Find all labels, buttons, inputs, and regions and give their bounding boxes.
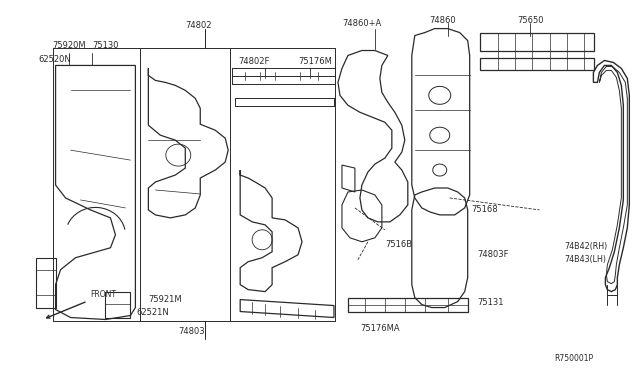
Text: 74803F: 74803F <box>477 250 509 259</box>
Text: 75131: 75131 <box>477 298 504 307</box>
Text: 75168: 75168 <box>472 205 499 214</box>
Text: 62521N: 62521N <box>136 308 169 317</box>
Text: 75176M: 75176M <box>298 58 332 67</box>
Text: 75650: 75650 <box>518 16 544 25</box>
Text: 74802F: 74802F <box>238 58 269 67</box>
Text: 75921M: 75921M <box>148 295 182 304</box>
Text: 74B42(RH): 74B42(RH) <box>564 242 608 251</box>
Text: 74802: 74802 <box>186 20 212 30</box>
Text: 7516B: 7516B <box>385 240 412 249</box>
Text: 74B43(LH): 74B43(LH) <box>564 255 607 264</box>
Text: 75920M: 75920M <box>52 41 86 49</box>
Text: 74860: 74860 <box>430 16 456 25</box>
Text: 74803: 74803 <box>179 327 205 336</box>
Text: R750001P: R750001P <box>554 355 594 363</box>
Text: 75176MA: 75176MA <box>360 324 399 333</box>
Text: 75130: 75130 <box>93 41 119 49</box>
Text: 62520N: 62520N <box>38 55 72 64</box>
Text: FRONT: FRONT <box>47 290 116 318</box>
Text: 74860+A: 74860+A <box>342 19 381 28</box>
